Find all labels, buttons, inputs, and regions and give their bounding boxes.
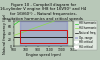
Title: Figure 10 - Campbell diagram for 16-cylinder V engine (H8 for 16V90° and H4 for : Figure 10 - Campbell diagram for 16-cyli… bbox=[0, 3, 87, 21]
Bar bbox=[20, 30, 67, 44]
Y-axis label: Natural frequency (Hz): Natural frequency (Hz) bbox=[3, 13, 7, 54]
X-axis label: Engine speed (rpm): Engine speed (rpm) bbox=[26, 53, 61, 57]
Bar bbox=[20, 21, 67, 46]
Legend: H8 harmonic, H4 harmonic, Natural freq., Op. range, H8 critical, H4 critical: H8 harmonic, H4 harmonic, Natural freq.,… bbox=[74, 21, 97, 50]
